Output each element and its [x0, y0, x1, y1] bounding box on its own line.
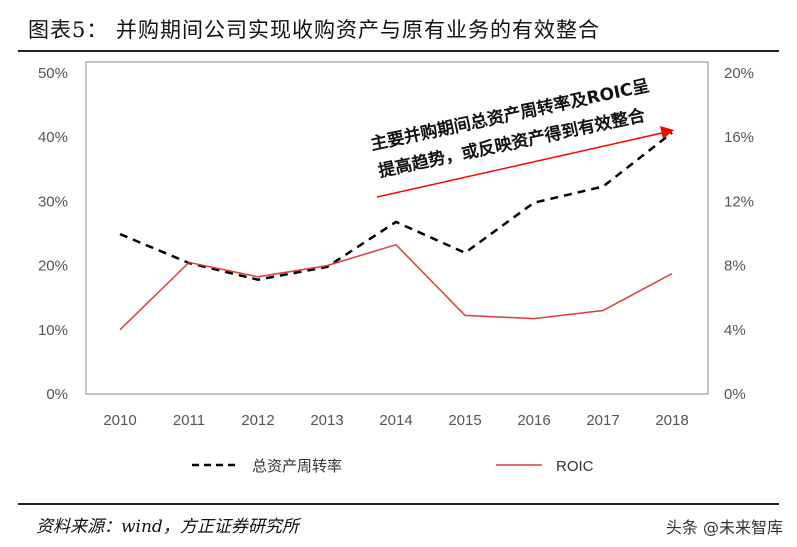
right-axis-tick: 0% — [724, 386, 746, 403]
right-axis-tick: 8% — [724, 258, 746, 275]
trend-arrow-head — [660, 126, 674, 139]
x-axis-tick: 2018 — [655, 412, 688, 429]
left-axis-tick: 0% — [46, 386, 68, 403]
watermark: 头条 @未来智库 — [665, 518, 783, 537]
source-note: 资料来源：wind，方正证券研究所 — [36, 517, 299, 537]
x-axis-tick: 2011 — [173, 412, 205, 429]
x-axis-tick: 2015 — [448, 412, 481, 429]
right-axis-tick: 12% — [724, 193, 754, 210]
legend-label-turnover: 总资产周转率 — [252, 458, 342, 475]
x-axis-tick: 2012 — [241, 412, 274, 429]
left-axis-tick: 40% — [38, 129, 68, 146]
right-axis-tick: 16% — [724, 129, 754, 146]
figure-title: 图表5： 并购期间公司实现收购资产与原有业务的有效整合 — [28, 18, 601, 42]
right-axis-tick: 4% — [724, 322, 746, 339]
x-axis-tick: 2016 — [517, 412, 550, 429]
series-line-roic — [119, 243, 673, 331]
series-line-turnover — [119, 131, 673, 281]
legend-label-roic: ROIC — [556, 458, 594, 475]
footer-rule — [18, 503, 779, 505]
x-axis-tick: 2017 — [586, 412, 619, 429]
plot-frame — [85, 61, 709, 395]
left-axis-tick: 20% — [38, 258, 68, 275]
left-axis-tick: 30% — [38, 193, 68, 210]
left-axis-tick: 10% — [38, 322, 68, 339]
title-rule — [18, 50, 779, 52]
x-axis-tick: 2014 — [379, 412, 412, 429]
trend-arrow-line — [376, 132, 663, 198]
x-axis-tick: 2013 — [310, 412, 343, 429]
x-axis-tick: 2010 — [103, 412, 136, 429]
left-axis-tick: 50% — [38, 65, 68, 82]
right-axis-tick: 20% — [724, 65, 754, 82]
